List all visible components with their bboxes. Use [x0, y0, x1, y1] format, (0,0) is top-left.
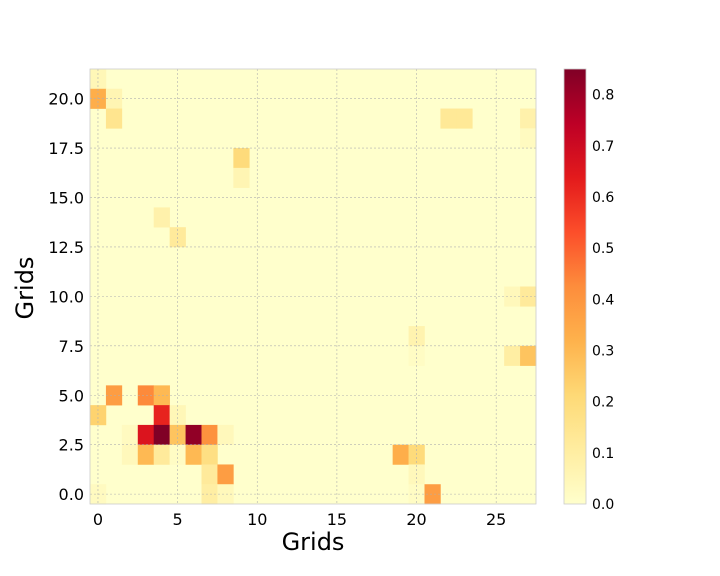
- x-tick-label: 20: [406, 510, 426, 529]
- heatmap-cell: [520, 128, 537, 149]
- x-axis-ticks: 0 5 10 15 20 25: [93, 510, 506, 529]
- colorbar: 0.0 0.1 0.2 0.3 0.4 0.5 0.6 0.7 0.8: [563, 68, 614, 513]
- x-tick-label: 15: [327, 510, 347, 529]
- colorbar-tick-label: 0.7: [592, 139, 614, 155]
- heatmap-cell: [153, 424, 170, 445]
- heatmap-cell: [90, 405, 107, 426]
- heatmap-cell: [408, 326, 425, 347]
- colorbar-tick-label: 0.8: [592, 88, 614, 104]
- heatmap-cell: [408, 345, 425, 366]
- colorbar-tick-label: 0.4: [592, 292, 614, 308]
- heatmap-cell: [217, 424, 234, 445]
- heatmap-cell: [169, 405, 186, 426]
- heatmap-cell: [520, 286, 537, 307]
- heatmap-cell: [520, 345, 537, 366]
- heatmap-cell: [185, 424, 202, 445]
- colorbar-tick-label: 0.3: [592, 343, 614, 359]
- y-tick-label: 15.0: [48, 189, 84, 208]
- heatmap-cell: [137, 385, 155, 406]
- heatmap-cell: [440, 108, 457, 129]
- heatmap-cell: [105, 108, 123, 129]
- heatmap-cell: [520, 108, 537, 129]
- y-tick-label: 20.0: [48, 90, 84, 109]
- heatmap-cell: [137, 444, 155, 465]
- colorbar-gradient: [563, 68, 587, 505]
- x-tick-label: 0: [93, 510, 103, 529]
- heatmap-cell: [121, 444, 139, 465]
- x-tick-label: 25: [486, 510, 506, 529]
- y-axis-label: Grids: [11, 257, 39, 320]
- heatmap-cell: [90, 69, 107, 90]
- colorbar-tick-label: 0.5: [592, 241, 614, 257]
- heatmap-cell: [201, 484, 218, 505]
- heatmap-cell: [153, 444, 170, 465]
- heatmap-cell: [217, 484, 234, 505]
- heatmap-cell: [153, 207, 170, 228]
- y-tick-label: 0.0: [59, 485, 84, 504]
- heatmap-cell: [233, 167, 250, 188]
- heatmap-cell: [121, 424, 139, 445]
- plot-area: [89, 68, 537, 505]
- heatmap-cell: [456, 108, 473, 129]
- colorbar-tick-label: 0.6: [592, 190, 614, 206]
- heatmap-cell: [137, 424, 155, 445]
- heatmap-cell: [424, 484, 441, 505]
- colorbar-tick-label: 0.0: [592, 497, 614, 513]
- heatmap-cell: [392, 444, 409, 465]
- plot-frame: [89, 68, 537, 505]
- x-axis-label: Grids: [282, 528, 345, 556]
- x-tick-label: 5: [173, 510, 183, 529]
- heatmap-cell: [233, 148, 250, 169]
- y-tick-label: 5.0: [59, 386, 84, 405]
- heatmap-cell: [504, 286, 521, 307]
- y-tick-label: 12.5: [48, 238, 84, 257]
- x-tick-label: 10: [247, 510, 267, 529]
- heatmap-cell: [185, 444, 202, 465]
- y-tick-label: 2.5: [59, 436, 84, 455]
- heatmap-cell: [201, 424, 218, 445]
- y-axis-ticks: 0.0 2.5 5.0 7.5 10.0 12.5 15.0 17.5 20.0: [48, 90, 84, 504]
- heatmap-cell: [153, 385, 170, 406]
- y-tick-label: 10.0: [48, 287, 84, 306]
- heatmap-cell: [201, 464, 218, 485]
- heatmap-cell: [504, 345, 521, 366]
- heatmap-cell: [153, 405, 170, 426]
- colorbar-tick-label: 0.2: [592, 395, 614, 411]
- y-tick-label: 7.5: [59, 337, 84, 356]
- colorbar-tick-label: 0.1: [592, 446, 614, 462]
- heatmap-cell: [201, 444, 218, 465]
- heatmap-cell: [217, 464, 234, 485]
- y-tick-label: 17.5: [48, 139, 84, 158]
